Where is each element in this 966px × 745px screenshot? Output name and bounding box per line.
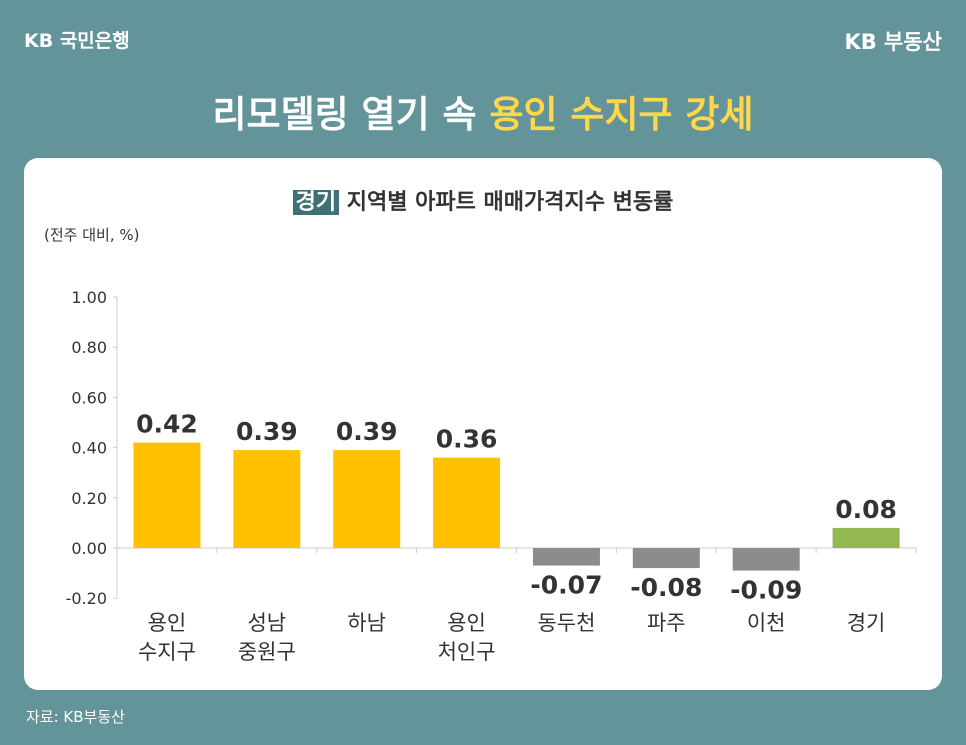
x-tick-label: 용인 처인구 xyxy=(438,611,496,664)
data-label: 0.08 xyxy=(835,495,897,524)
y-tick-label: 0.80 xyxy=(71,338,107,357)
data-label: 0.36 xyxy=(436,425,498,454)
bar xyxy=(433,457,501,548)
x-tick-label: 동두천 xyxy=(537,611,595,635)
kb-realestate-logo: KB 부동산 xyxy=(844,30,942,54)
data-label: 0.42 xyxy=(136,410,198,439)
bar xyxy=(532,548,600,566)
source-note: 자료: KB부동산 xyxy=(26,708,125,726)
bar xyxy=(333,450,401,548)
y-tick-label: -0.20 xyxy=(66,589,107,608)
y-tick-label: 0.40 xyxy=(71,439,107,458)
x-tick-label: 성남 중원구 xyxy=(238,611,296,664)
x-tick-label: 파주 xyxy=(647,611,686,635)
chart-title-tag: 경기 xyxy=(292,190,340,215)
x-tick-label: 경기 xyxy=(847,611,886,635)
y-tick-label: 1.00 xyxy=(71,288,107,307)
kb-bank-logo: KB 국민은행 xyxy=(24,30,130,52)
bar xyxy=(832,527,900,548)
page-title: 리모델링 열기 속 용인 수지구 강세 xyxy=(0,84,966,138)
chart-title-text: 지역별 아파트 매매가격지수 변동률 xyxy=(346,190,674,215)
y-tick-label: 0.60 xyxy=(71,388,107,407)
bar xyxy=(632,548,700,569)
bar xyxy=(233,450,301,548)
data-label: -0.08 xyxy=(630,573,702,602)
y-tick-label: 0.00 xyxy=(71,539,107,558)
chart-card: 경기 지역별 아파트 매매가격지수 변동률 (전주 대비, %) 1.00 0.8… xyxy=(24,158,942,690)
data-label: 0.39 xyxy=(236,417,298,446)
title-highlight: 용인 수지구 강세 xyxy=(489,93,754,136)
x-tick-label: 하남 xyxy=(347,611,386,635)
x-tick-label: 용인 수지구 xyxy=(138,611,196,664)
bar xyxy=(732,548,800,571)
y-tick-label: 0.20 xyxy=(71,489,107,508)
title-main: 리모델링 열기 속 xyxy=(212,93,490,136)
bar xyxy=(133,442,201,548)
data-label: 0.39 xyxy=(336,417,398,446)
bar-chart: 1.00 0.80 0.60 0.40 0.20 0.00 -0.20 0.42 용인 수지구 0.… xyxy=(66,288,917,664)
x-tick-label: 이천 xyxy=(747,611,786,635)
data-label: -0.07 xyxy=(530,571,602,600)
unit-label: (전주 대비, %) xyxy=(44,226,140,244)
chart-title: 경기 지역별 아파트 매매가격지수 변동률 xyxy=(24,184,942,216)
data-label: -0.09 xyxy=(730,576,802,605)
